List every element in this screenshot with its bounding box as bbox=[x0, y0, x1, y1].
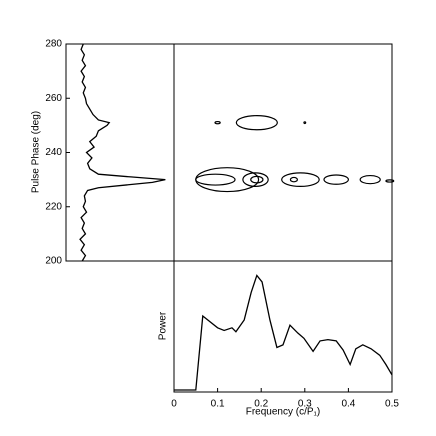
contour bbox=[281, 172, 320, 188]
x-tick-label: 0.2 bbox=[254, 399, 268, 410]
y-tick-label: 280 bbox=[45, 39, 62, 50]
x-tick-label: 0.4 bbox=[341, 399, 355, 410]
x-tick-label: 0.3 bbox=[298, 399, 312, 410]
contour bbox=[359, 174, 381, 185]
contour bbox=[242, 172, 269, 188]
contour bbox=[289, 176, 298, 183]
y-tick-label: 240 bbox=[45, 147, 62, 158]
y-tick-label: 200 bbox=[45, 256, 62, 267]
y-axis-label: Power bbox=[158, 311, 169, 340]
x-tick-label: 0.1 bbox=[211, 399, 225, 410]
contour bbox=[235, 115, 278, 131]
x-tick-label: 0 bbox=[171, 399, 177, 410]
y-tick-label: 220 bbox=[45, 201, 62, 212]
y-axis-label: Pulse Phase (deg) bbox=[31, 111, 42, 193]
x-tick-label: 0.5 bbox=[385, 399, 399, 410]
contour bbox=[195, 173, 236, 186]
contour bbox=[323, 174, 349, 185]
y-tick-label: 260 bbox=[45, 93, 62, 104]
profile-line bbox=[79, 43, 166, 262]
contour bbox=[250, 175, 264, 184]
power-line bbox=[174, 274, 393, 391]
contour bbox=[303, 121, 307, 125]
power-frame bbox=[173, 260, 393, 393]
contour bbox=[385, 179, 395, 183]
contour bbox=[214, 120, 221, 125]
x-axis-label: Frequency (c/P₁) bbox=[246, 407, 321, 418]
